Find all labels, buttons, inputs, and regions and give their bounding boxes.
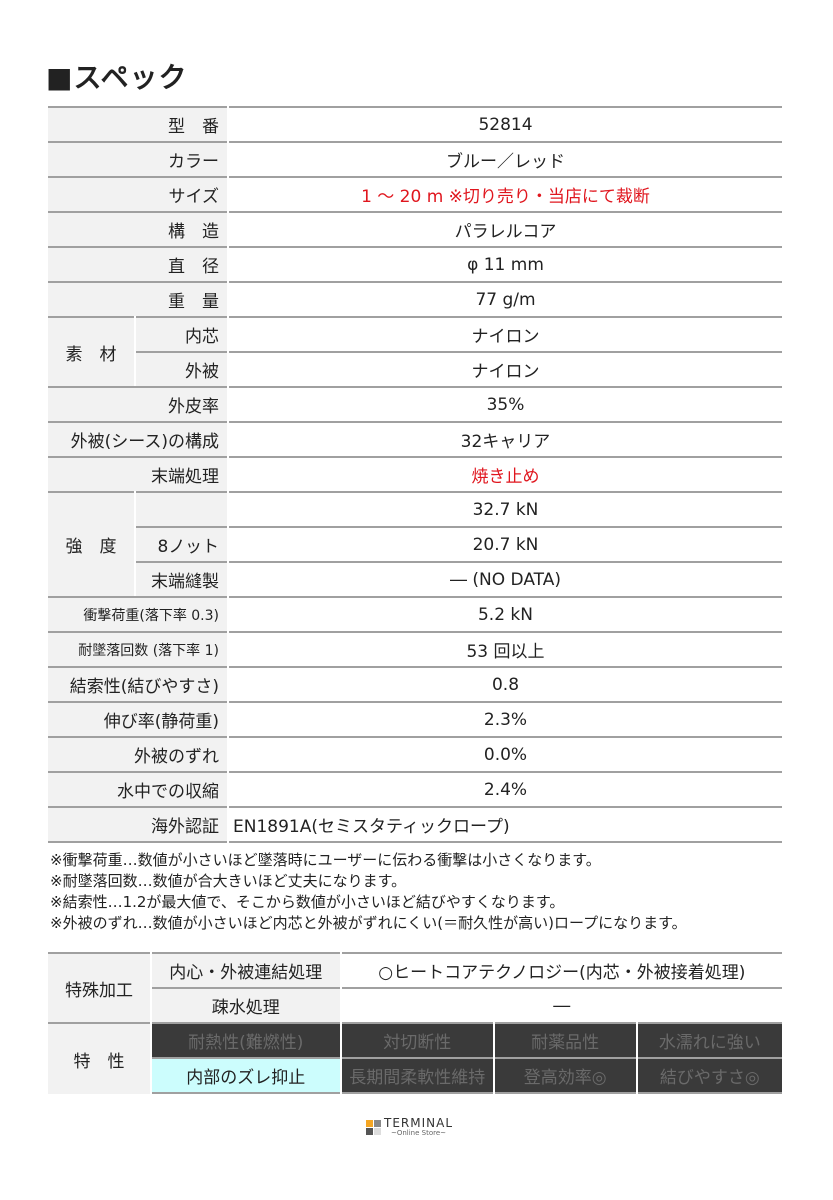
spec-row: 衝撃荷重(落下率 0.3) 5.2 kN — [48, 596, 782, 631]
spec-sub-label — [136, 491, 227, 526]
feature-badge: 内部のズレ抑止 — [151, 1057, 340, 1094]
spec-row: 結索性(結びやすさ) 0.8 — [48, 666, 782, 701]
special-sub-label: 内心・外被連結処理 — [151, 952, 340, 987]
terminal-logo: TERMINAL ~Online Store~ — [366, 1116, 454, 1137]
spec-value: 77 g/m — [229, 281, 782, 316]
feature-badge: 耐薬品性 — [494, 1022, 636, 1057]
special-value: ― — [341, 987, 782, 1022]
spec-sub-label: 8ノット — [136, 526, 227, 561]
special-value: ○ヒートコアテクノロジー(内芯・外被接着処理) — [341, 952, 782, 987]
spec-label: サイズ — [48, 176, 227, 211]
spec-label: 海外認証 — [48, 806, 227, 843]
spec-label: 外被のずれ — [48, 736, 227, 771]
note-line: ※耐墜落回数…数値が合大きいほど丈夫になります。 — [50, 872, 407, 890]
spec-value: 2.3% — [229, 701, 782, 736]
spec-value: ナイロン — [229, 316, 782, 351]
spec-row: 伸び率(静荷重) 2.3% — [48, 701, 782, 736]
spec-value: 53 回以上 — [229, 631, 782, 666]
spec-value: 焼き止め — [229, 456, 782, 491]
spec-row: 型 番 52814 — [48, 106, 782, 141]
special-sub-label: 疎水処理 — [151, 987, 340, 1022]
special-row: 疎水処理 ― — [48, 987, 782, 1022]
spec-value: ブルー／レッド — [229, 141, 782, 176]
spec-label: 重 量 — [48, 281, 227, 316]
feature-badge: 耐熱性(難燃性) — [151, 1022, 340, 1057]
spec-value: 5.2 kN — [229, 596, 782, 631]
feature-badge: 長期間柔軟性維持 — [341, 1057, 493, 1094]
spec-value: 20.7 kN — [229, 526, 782, 561]
special-table: 特殊加工 内心・外被連結処理 ○ヒートコアテクノロジー(内芯・外被接着処理) 疎水処理… — [46, 952, 784, 1094]
special-group-label: 特殊加工 — [48, 952, 150, 1022]
note-line: ※結索性…1.2が最大値で、そこから数値が小さいほど結びやすくなります。 — [50, 893, 565, 911]
feature-badge: 登高効率◎ — [494, 1057, 636, 1094]
spec-row: サイズ 1 ～ 20 m ※切り売り・当店にて裁断 — [48, 176, 782, 211]
spec-row: 外被 ナイロン — [48, 351, 782, 386]
spec-row: 外被のずれ 0.0% — [48, 736, 782, 771]
spec-row: カラー ブルー／レッド — [48, 141, 782, 176]
features-group-label: 特 性 — [48, 1022, 150, 1094]
spec-value: 32キャリア — [229, 421, 782, 456]
spec-label: 構 造 — [48, 211, 227, 246]
logo-mark-icon — [366, 1120, 381, 1135]
spec-group-label: 強 度 — [48, 491, 134, 596]
note-line: ※衝撃荷重…数値が小さいほど墜落時にユーザーに伝わる衝撃は小さくなります。 — [50, 851, 601, 869]
spec-table: 型 番 52814 カラー ブルー／レッド サイズ 1 ～ 20 m ※切り売り・当店にて… — [46, 106, 784, 843]
spec-value: 0.8 — [229, 666, 782, 701]
spec-sub-label: 末端縫製 — [136, 561, 227, 596]
spec-label: カラー — [48, 141, 227, 176]
spec-value: パラレルコア — [229, 211, 782, 246]
logo-text: TERMINAL — [384, 1116, 454, 1130]
spec-label: 外被(シース)の構成 — [48, 421, 227, 456]
spec-label: 直 径 — [48, 246, 227, 281]
logo-square — [366, 1128, 373, 1135]
spec-label: 型 番 — [48, 106, 227, 141]
spec-label: 伸び率(静荷重) — [48, 701, 227, 736]
spec-row: 外皮率 35% — [48, 386, 782, 421]
spec-value: 32.7 kN — [229, 491, 782, 526]
spec-value: φ 11 mm — [229, 246, 782, 281]
note-line: ※外被のずれ…数値が小さいほど内芯と外被がずれにくい(＝耐久性が高い)ロープにな… — [50, 914, 687, 932]
spec-label: 末端処理 — [48, 456, 227, 491]
spec-row: 8ノット 20.7 kN — [48, 526, 782, 561]
spec-row: 強 度 32.7 kN — [48, 491, 782, 596]
spec-row: 末端縫製 ― (NO DATA) — [48, 561, 782, 596]
spec-group-label: 素 材 — [48, 316, 134, 386]
logo-square — [374, 1128, 381, 1135]
spec-label: 外皮率 — [48, 386, 227, 421]
spec-value: 2.4% — [229, 771, 782, 806]
page-title: ■スペック — [46, 61, 188, 94]
spec-value: 1 ～ 20 m ※切り売り・当店にて裁断 — [229, 176, 782, 211]
spec-row: 重 量 77 g/m — [48, 281, 782, 316]
spec-label: 衝撃荷重(落下率 0.3) — [48, 596, 227, 631]
spec-row: 耐墜落回数 (落下率 1) 53 回以上 — [48, 631, 782, 666]
spec-value: ― (NO DATA) — [229, 561, 782, 596]
feature-badge: 水濡れに強い — [637, 1022, 782, 1057]
feature-badge: 結びやすさ◎ — [637, 1057, 782, 1094]
spec-value: 52814 — [229, 106, 782, 141]
logo-subtext: ~Online Store~ — [390, 1129, 447, 1137]
spec-row: 外被(シース)の構成 32キャリア — [48, 421, 782, 456]
spec-value: 35% — [229, 386, 782, 421]
logo-square — [366, 1120, 373, 1127]
spec-value: ナイロン — [229, 351, 782, 386]
spec-row: 素 材内芯 ナイロン — [48, 316, 782, 386]
feature-row: 特 性耐熱性(難燃性) 対切断性 耐薬品性 水濡れに強い — [48, 1022, 782, 1094]
spec-sub-label: 内芯 — [136, 316, 227, 351]
spec-label: 結索性(結びやすさ) — [48, 666, 227, 701]
notes: ※衝撃荷重…数値が小さいほど墜落時にユーザーに伝わる衝撃は小さくなります。 ※耐墜… — [50, 850, 687, 934]
spec-row: 海外認証 EN1891A(セミスタティックロープ) — [48, 806, 782, 843]
feature-badge: 対切断性 — [341, 1022, 493, 1057]
spec-value: 0.0% — [229, 736, 782, 771]
special-row: 特殊加工 内心・外被連結処理 ○ヒートコアテクノロジー(内芯・外被接着処理) — [48, 952, 782, 1022]
spec-label: 耐墜落回数 (落下率 1) — [48, 631, 227, 666]
logo-square — [374, 1120, 381, 1127]
feature-row: 内部のズレ抑止 長期間柔軟性維持 登高効率◎ 結びやすさ◎ — [48, 1057, 782, 1094]
spec-value: EN1891A(セミスタティックロープ) — [229, 806, 782, 843]
spec-label: 水中での収縮 — [48, 771, 227, 806]
spec-row: 水中での収縮 2.4% — [48, 771, 782, 806]
spec-row: 構 造パラレルコア — [48, 211, 782, 246]
spec-sub-label: 外被 — [136, 351, 227, 386]
spec-row: 末端処理 焼き止め — [48, 456, 782, 491]
